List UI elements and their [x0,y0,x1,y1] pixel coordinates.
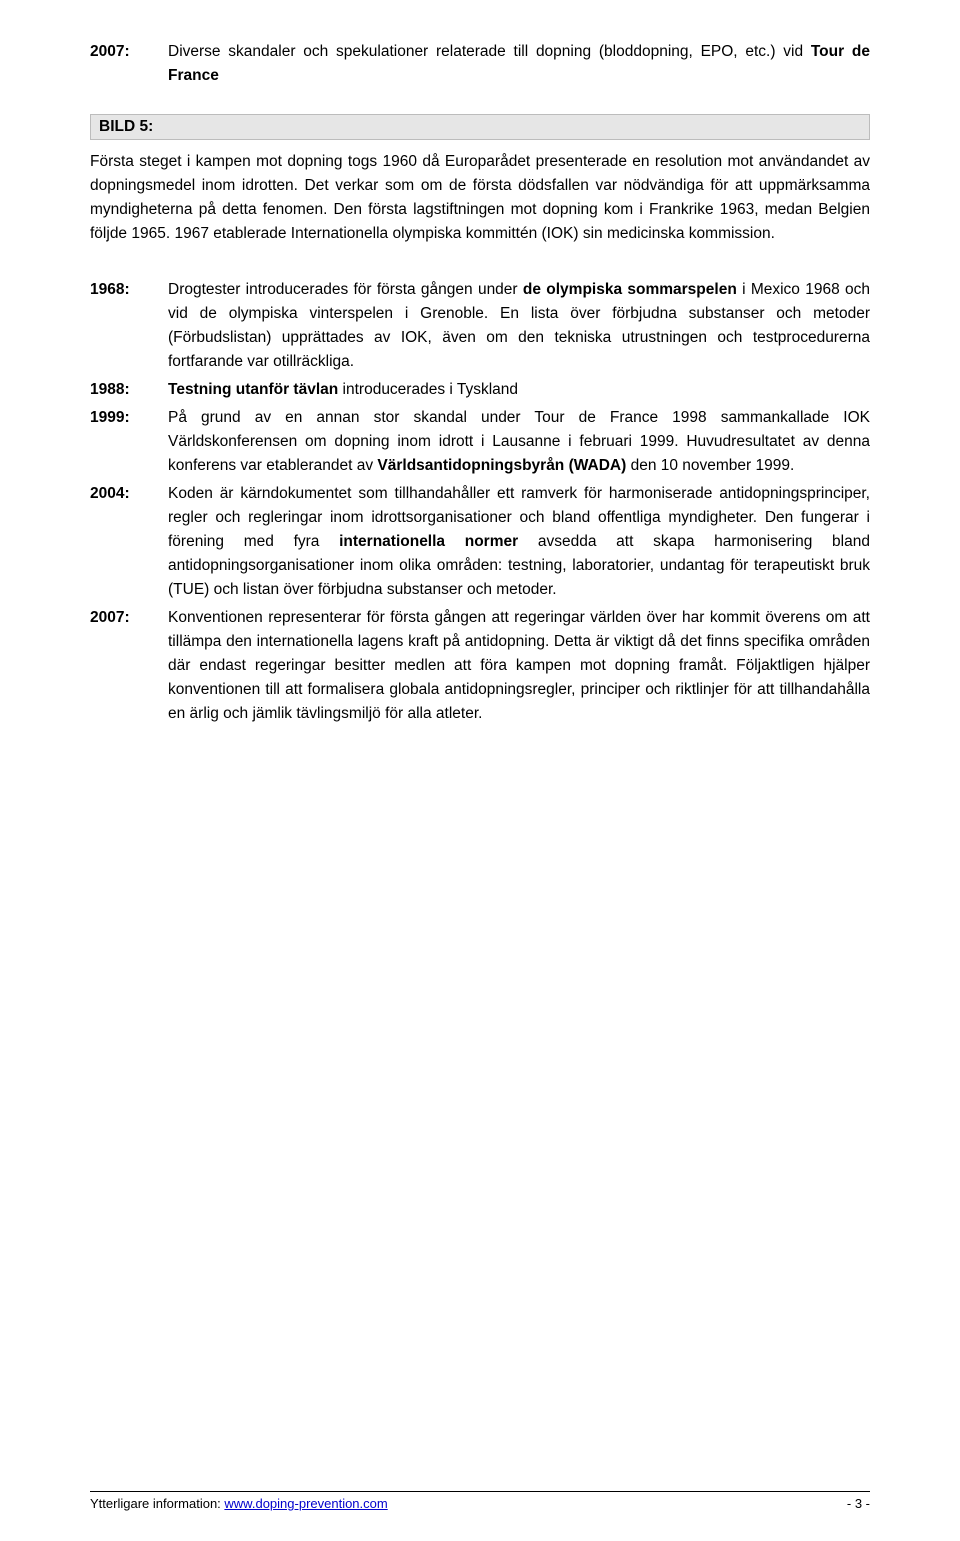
text-1988: Testning utanför tävlan introducerades i… [168,378,870,402]
page-footer: Ytterligare information: www.doping-prev… [90,1491,870,1511]
text-1999-p2: den 10 november 1999. [626,457,794,474]
text-1999-b1: Världsantidopningsbyrån (WADA) [377,457,626,474]
text-1988-b1: Testning utanför tävlan [168,381,338,398]
footer-link[interactable]: www.doping-prevention.com [224,1496,387,1511]
bild5-header: BILD 5: [90,114,870,140]
year-2004: 2004: [90,482,168,602]
text-1968-p1: Drogtester introducerades för första gån… [168,281,523,298]
footer-page-number: - 3 - [847,1496,870,1511]
year-2007a: 2007: [90,40,168,88]
year-1988: 1988: [90,378,168,402]
text-1968: Drogtester introducerades för första gån… [168,278,870,374]
entry-1968: 1968: Drogtester introducerades för förs… [90,278,870,374]
entry-2007a: 2007: Diverse skandaler och spekulatione… [90,40,870,88]
text-2004-b1: internationella normer [339,533,518,550]
year-1999: 1999: [90,406,168,478]
footer-left-pre: Ytterligare information: [90,1496,224,1511]
entry-1999: 1999: På grund av en annan stor skandal … [90,406,870,478]
year-2007b: 2007: [90,606,168,726]
entry-2004: 2004: Koden är kärndokumentet som tillha… [90,482,870,602]
bild5-paragraph: Första steget i kampen mot dopning togs … [90,150,870,246]
text-2007a-pre: Diverse skandaler och spekulationer rela… [168,43,811,60]
text-2007a: Diverse skandaler och spekulationer rela… [168,40,870,88]
text-2007b-p1: Konventionen representerar för första gå… [168,609,870,722]
text-1988-p1: introducerades i Tyskland [338,381,518,398]
entry-1988: 1988: Testning utanför tävlan introducer… [90,378,870,402]
text-1999: På grund av en annan stor skandal under … [168,406,870,478]
entry-2007b: 2007: Konventionen representerar för för… [90,606,870,726]
document-page: 2007: Diverse skandaler och spekulatione… [0,0,960,1541]
footer-left: Ytterligare information: www.doping-prev… [90,1496,388,1511]
spacer [90,256,870,278]
text-2004: Koden är kärndokumentet som tillhandahål… [168,482,870,602]
text-1968-b1: de olympiska sommarspelen [523,281,737,298]
text-2007b: Konventionen representerar för första gå… [168,606,870,726]
year-1968: 1968: [90,278,168,374]
